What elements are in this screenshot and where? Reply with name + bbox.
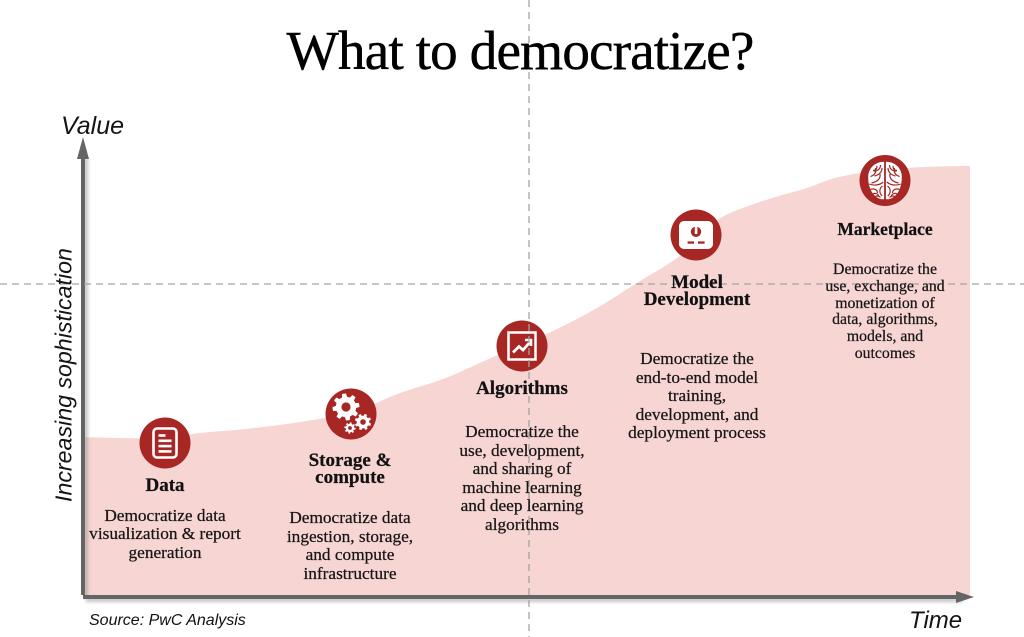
svg-text:Increasing sophistication: Increasing sophistication [51,248,77,502]
